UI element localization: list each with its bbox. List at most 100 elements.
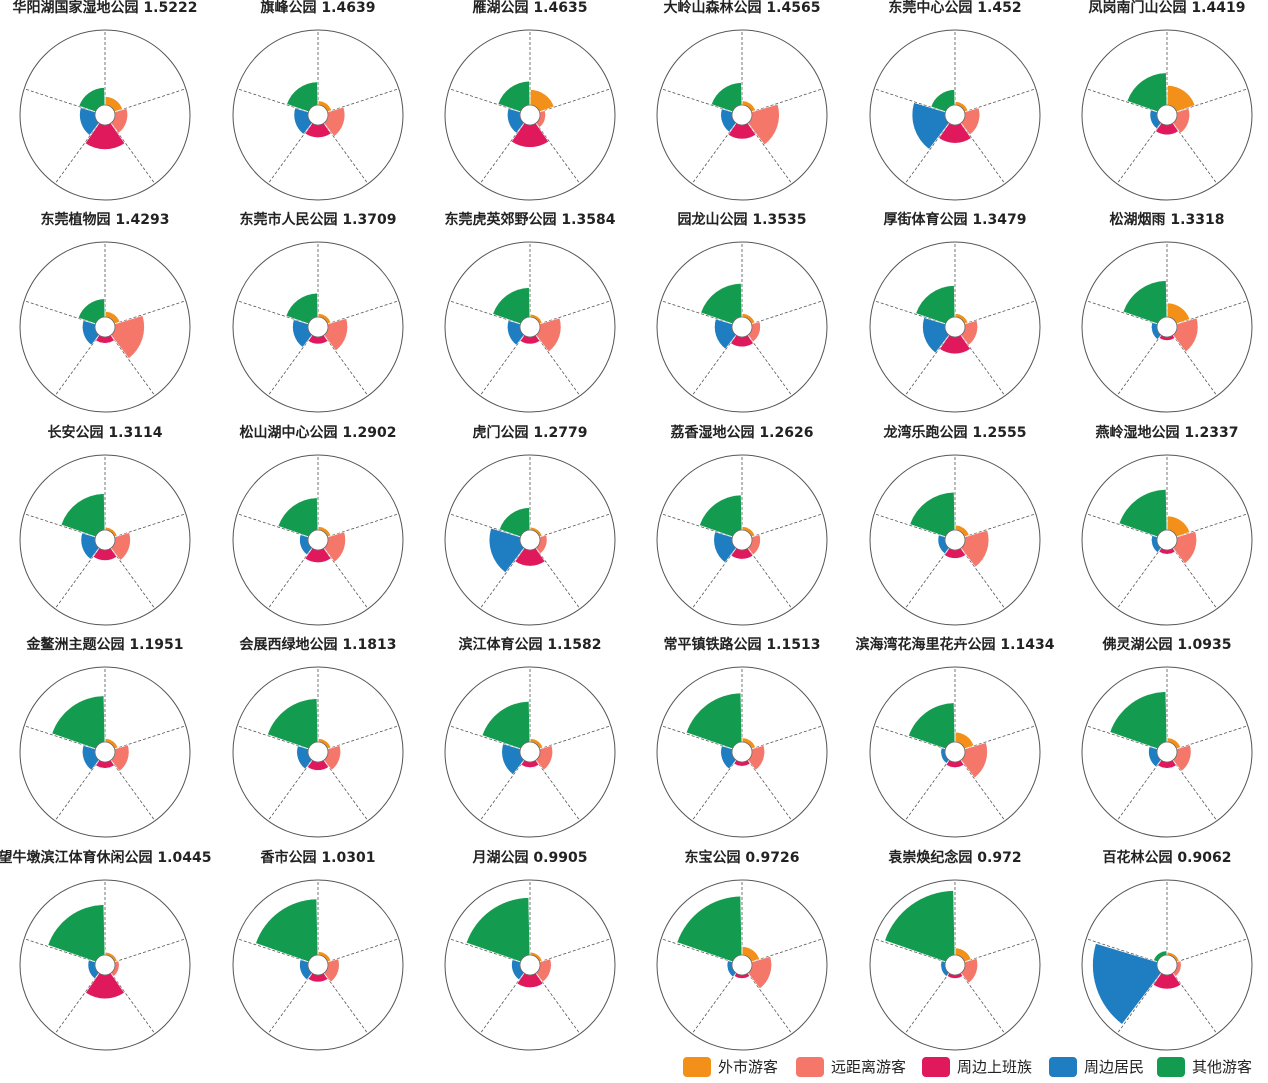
outer-ring (869, 454, 1041, 626)
rose-panel: 香市公园 1.0301 (232, 849, 404, 1051)
rose-sector-5 (255, 898, 319, 963)
radial-gridline (874, 938, 946, 963)
radial-gridline (1176, 938, 1248, 963)
radial-gridline (747, 334, 793, 397)
legend-label: 周边居民 (1084, 1058, 1144, 1076)
center-hole (519, 316, 541, 338)
center-hole (94, 741, 116, 763)
center-hole (1156, 741, 1178, 763)
radial-gridline (1116, 972, 1162, 1035)
center-hole (307, 529, 329, 551)
radial-gridline (661, 88, 733, 113)
radial-gridline (1086, 300, 1158, 325)
legend-swatch (683, 1057, 711, 1077)
radial-gridline (449, 938, 521, 963)
radial-gridline (323, 972, 369, 1035)
rose-sector-5 (1126, 72, 1168, 113)
radial-gridline (874, 725, 946, 750)
rose-panel: 园龙山公园 1.3535 (656, 211, 828, 413)
radial-gridline (960, 334, 1006, 397)
radial-gridline (237, 88, 309, 113)
radial-gridline (449, 88, 521, 113)
radial-gridline (874, 513, 946, 538)
radial-gridline (751, 300, 823, 325)
center-hole (731, 104, 753, 126)
rose-panel: 虎门公园 1.2779 (444, 424, 616, 626)
radial-gridline (267, 547, 313, 610)
radial-gridline (54, 972, 100, 1035)
radial-gridline (661, 725, 733, 750)
outer-ring (444, 879, 616, 1051)
radial-gridline (114, 725, 186, 750)
radial-gridline (479, 759, 525, 822)
radial-gridline (1172, 972, 1218, 1035)
rose-panel: 佛灵湖公园 1.0935 (1081, 636, 1253, 838)
radial-gridline (479, 972, 525, 1035)
outer-ring (1081, 29, 1253, 201)
panel-title: 月湖公园 0.9905 (472, 850, 588, 866)
radial-gridline (479, 547, 525, 610)
outer-ring (1081, 666, 1253, 838)
rose-sector-5 (908, 702, 956, 750)
radial-gridline (449, 513, 521, 538)
rose-sector-5 (915, 285, 956, 325)
center-hole (1156, 104, 1178, 126)
outer-ring (869, 241, 1041, 413)
rose-panel: 长安公园 1.3114 (19, 424, 191, 626)
outer-ring (444, 454, 616, 626)
outer-ring (232, 666, 404, 838)
radial-gridline (535, 122, 581, 185)
rose-sector-5 (700, 283, 743, 325)
radial-gridline (1086, 938, 1158, 963)
rose-panel: 望牛墩滨江体育休闲公园 1.0445 (0, 849, 211, 1051)
center-hole (519, 954, 541, 976)
rose-sector-5 (466, 897, 531, 963)
panel-title: 燕岭湿地公园 1.2337 (1096, 424, 1239, 441)
outer-ring (869, 879, 1041, 1051)
radial-gridline (237, 725, 309, 750)
outer-ring (232, 29, 404, 201)
center-hole (519, 104, 541, 126)
radial-gridline (960, 972, 1006, 1035)
radial-gridline (237, 513, 309, 538)
radial-gridline (1176, 300, 1248, 325)
radial-gridline (1176, 88, 1248, 113)
panel-title: 东莞市人民公园 1.3709 (240, 211, 397, 228)
rose-panel: 旗峰公园 1.4639 (232, 0, 404, 201)
rose-panel: 华阳湖国家湿地公园 1.5222 (13, 0, 197, 201)
radial-gridline (323, 759, 369, 822)
panel-title: 常平镇铁路公园 1.1513 (664, 636, 821, 653)
radial-gridline (267, 122, 313, 185)
rose-panel: 东宝公园 0.9726 (656, 849, 828, 1051)
rose-panel: 龙湾乐跑公园 1.2555 (869, 424, 1041, 626)
legend-swatch (922, 1057, 950, 1077)
panel-title: 会展西绿地公园 1.1813 (240, 636, 397, 653)
rose-panel: 荔香湿地公园 1.2626 (656, 424, 828, 626)
radial-gridline (267, 334, 313, 397)
legend: 外市游客 远距离游客 周边上班族 周边居民 其他游客 (683, 1057, 1252, 1077)
radial-gridline (874, 88, 946, 113)
rose-panel: 松湖烟雨 1.3318 (1081, 211, 1253, 413)
panel-title: 龙湾乐跑公园 1.2555 (883, 424, 1027, 441)
outer-ring (19, 241, 191, 413)
radial-gridline (323, 122, 369, 185)
outer-ring (656, 29, 828, 201)
rose-sector-5 (277, 497, 319, 538)
rose-sector-5 (492, 287, 531, 325)
rose-panel: 厚街体育公园 1.3479 (869, 211, 1041, 413)
rose-panel: 百花林公园 0.9062 (1081, 849, 1253, 1051)
center-hole (944, 954, 966, 976)
outer-ring (869, 29, 1041, 201)
radial-gridline (1172, 334, 1218, 397)
radial-gridline (691, 122, 737, 185)
panel-title: 荔香湿地公园 1.2626 (670, 424, 814, 441)
center-hole (307, 741, 329, 763)
outer-ring (232, 241, 404, 413)
panel-title: 佛灵湖公园 1.0935 (1102, 636, 1232, 653)
radial-gridline (661, 300, 733, 325)
radial-gridline (110, 759, 156, 822)
radial-gridline (237, 938, 309, 963)
center-hole (944, 529, 966, 551)
